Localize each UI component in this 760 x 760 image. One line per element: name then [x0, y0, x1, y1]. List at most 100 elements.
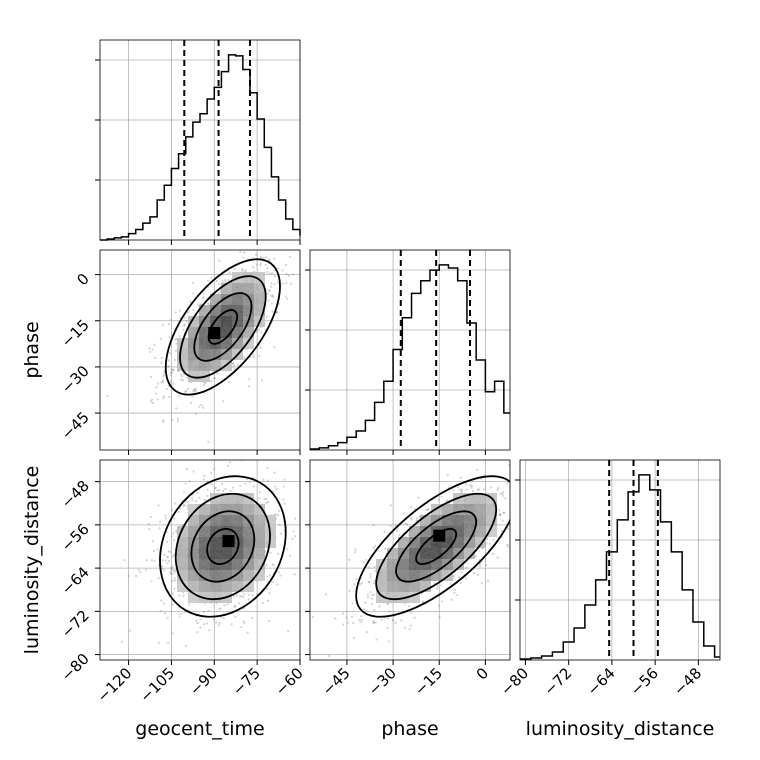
sample-point: [273, 471, 276, 474]
sample-point: [218, 259, 221, 262]
histogram-frame: [99, 39, 301, 241]
sample-point: [465, 488, 468, 491]
density-cell: [376, 581, 387, 592]
density-cell: [376, 592, 387, 603]
density-cell: [199, 581, 210, 592]
density-cell: [409, 526, 420, 537]
density-cell: [199, 349, 210, 360]
sample-point: [445, 499, 448, 502]
sample-point: [210, 380, 213, 383]
density-cell: [210, 570, 221, 581]
contour-line: [193, 292, 253, 362]
sample-point: [172, 382, 175, 385]
sample-point: [169, 352, 172, 355]
sample-point: [267, 289, 271, 292]
density-cell: [199, 526, 210, 537]
sample-point: [196, 631, 199, 634]
density-cell: [210, 548, 221, 559]
sample-point: [166, 555, 169, 559]
contour-line: [190, 510, 256, 583]
joint-content: [310, 460, 539, 660]
sample-point: [183, 491, 186, 494]
sample-point: [334, 617, 337, 620]
sample-point: [242, 620, 245, 623]
density-cell: [243, 504, 254, 515]
sample-point: [389, 504, 392, 507]
density-cell: [221, 526, 232, 537]
sample-point: [270, 282, 273, 285]
sample-point: [145, 559, 148, 562]
sample-point: [276, 281, 279, 284]
sample-point: [388, 610, 391, 613]
sample-point: [162, 395, 165, 398]
sample-point: [173, 577, 176, 580]
density-cell: [442, 548, 453, 559]
sample-point: [371, 593, 374, 596]
density-cell: [442, 515, 453, 526]
sample-point: [499, 512, 502, 515]
sample-point: [173, 587, 176, 590]
sample-point: [175, 407, 178, 410]
sample-point: [191, 499, 194, 502]
sample-point: [206, 488, 209, 491]
sample-point: [173, 571, 176, 574]
sample-point: [161, 379, 165, 382]
sample-point: [508, 464, 510, 467]
joint-content: [100, 250, 300, 450]
density-cell: [464, 515, 475, 526]
density-cell: [221, 559, 232, 570]
sample-point: [242, 256, 245, 259]
density-cell: [177, 570, 188, 581]
sample-point: [139, 571, 142, 574]
sample-point: [171, 592, 174, 595]
density-cell: [398, 537, 409, 548]
sample-point: [166, 556, 169, 559]
density-cell: [387, 592, 398, 603]
sample-point: [213, 618, 216, 621]
sample-point: [174, 338, 177, 341]
density-cell: [232, 526, 243, 537]
sample-point: [465, 566, 468, 569]
density-cell: [254, 548, 265, 559]
sample-point: [529, 496, 531, 498]
sample-point: [283, 478, 286, 481]
sample-point: [253, 485, 256, 488]
sample-point: [465, 577, 468, 580]
sample-point: [240, 595, 243, 598]
sample-point: [367, 566, 370, 569]
sample-point: [269, 272, 272, 275]
sample-point: [278, 523, 281, 527]
sample-point: [387, 640, 390, 643]
sample-point: [168, 336, 171, 339]
sample-point: [272, 564, 275, 567]
density-cell: [376, 570, 387, 581]
density-cell: [464, 493, 475, 504]
sample-point: [239, 250, 242, 253]
sample-point: [194, 387, 197, 390]
density-cell: [221, 283, 232, 294]
density-cell: [243, 559, 254, 570]
sample-point: [163, 612, 167, 615]
sample-point: [265, 501, 268, 505]
density-cell: [177, 581, 188, 592]
sample-point: [354, 548, 357, 551]
density-cell: [188, 360, 199, 371]
x-tick-label: −120: [94, 664, 136, 706]
sample-point: [205, 622, 208, 625]
sample-point: [167, 365, 170, 368]
sample-point: [424, 508, 428, 511]
density-cell: [232, 294, 243, 305]
sample-point: [134, 574, 138, 578]
sample-point: [373, 621, 376, 624]
sample-point: [169, 380, 172, 383]
joint-panel-phase-luminosity_distance: [310, 460, 539, 660]
sample-point: [244, 269, 247, 272]
y-tick-label: −30: [58, 362, 93, 397]
sample-point: [260, 331, 263, 334]
sample-point: [301, 558, 303, 560]
sample-point: [537, 516, 539, 518]
sample-point: [378, 605, 381, 608]
sample-point: [440, 584, 443, 587]
sample-point: [169, 318, 173, 321]
sample-point: [192, 281, 195, 284]
